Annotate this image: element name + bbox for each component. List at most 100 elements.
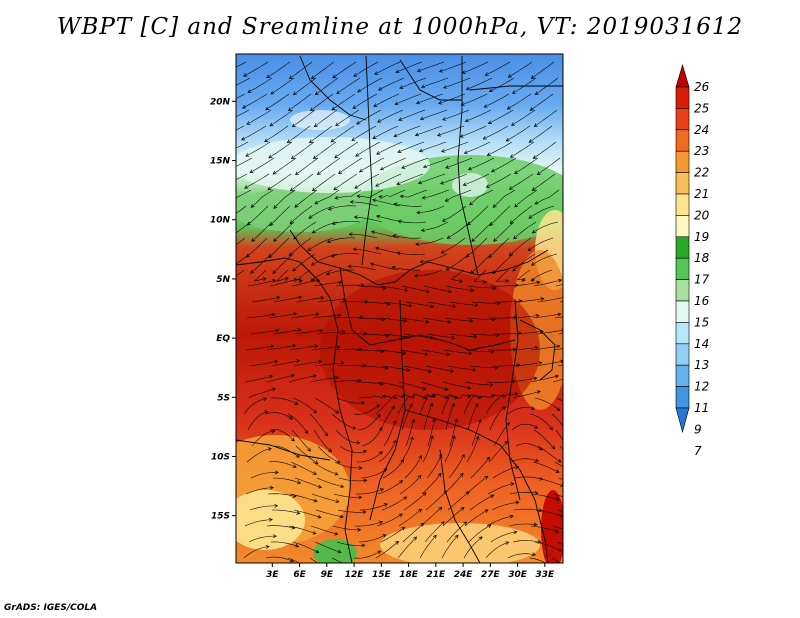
streamline [422, 435, 433, 463]
streamline [528, 205, 555, 219]
streamline [513, 221, 537, 240]
streamline [266, 525, 295, 529]
streamline [377, 349, 406, 354]
streamline-arrow [402, 351, 407, 355]
streamline [467, 403, 479, 431]
streamline-arrow [418, 148, 424, 153]
streamline-arrow [464, 118, 469, 123]
streamline [356, 317, 386, 320]
streamline [531, 493, 560, 501]
streamline-arrow [491, 317, 496, 322]
lat-label: 15N [210, 157, 231, 167]
streamline-arrow [383, 468, 388, 472]
streamline [350, 201, 379, 207]
streamline-arrow [392, 439, 397, 444]
streamline [292, 397, 317, 414]
streamline-arrow [534, 458, 540, 463]
streamline [510, 205, 533, 224]
streamline-arrow [517, 331, 522, 336]
colorbar-swatch [675, 172, 690, 195]
streamline-arrow [415, 242, 420, 247]
streamline [555, 429, 563, 441]
streamline [508, 377, 537, 383]
streamline [420, 109, 448, 120]
streamline-arrow [514, 283, 519, 288]
streamline-arrow [489, 382, 494, 387]
streamline-arrow [514, 203, 519, 208]
streamline [245, 487, 274, 495]
streamline [511, 109, 536, 126]
streamline [335, 284, 365, 287]
streamline-arrow [521, 277, 526, 282]
streamline [469, 494, 494, 511]
streamline [333, 493, 362, 498]
streamline-arrow [570, 449, 573, 452]
streamline-arrow [339, 514, 344, 519]
streamline-arrow [406, 368, 411, 372]
streamline [316, 331, 345, 335]
country-border [439, 449, 481, 563]
streamline [313, 141, 337, 159]
streamline-arrow [377, 119, 382, 123]
streamline-arrow [527, 247, 532, 251]
streamline [441, 237, 466, 254]
streamline [272, 477, 301, 484]
streamline [271, 360, 300, 367]
streamline [265, 556, 294, 562]
streamline-arrow [460, 102, 465, 106]
streamline-arrow [334, 471, 339, 476]
streamline-arrow [296, 511, 301, 515]
streamline [464, 509, 489, 527]
streamline [338, 477, 367, 482]
streamline-arrow [271, 312, 276, 317]
streamline-arrow [577, 411, 580, 414]
streamline-arrow [579, 551, 582, 554]
streamline-arrow [374, 71, 379, 75]
streamline [357, 414, 381, 431]
streamline [423, 157, 451, 168]
streamline-arrow [441, 218, 447, 222]
streamline [331, 93, 356, 111]
streamline-arrow [557, 547, 563, 552]
streamline [310, 269, 333, 281]
streamline-arrow [224, 120, 227, 123]
lat-label: 20N [210, 97, 231, 107]
streamline [422, 189, 450, 199]
lat-label: 10S [211, 452, 230, 462]
streamline [331, 413, 356, 429]
streamline-arrow [514, 392, 519, 396]
streamline [292, 541, 319, 553]
streamline [249, 360, 278, 367]
streamline-arrow [269, 222, 274, 227]
streamline-arrow [425, 319, 430, 324]
country-border [505, 299, 521, 501]
streamline [353, 550, 381, 559]
streamline-arrow [409, 403, 413, 408]
country-border [469, 85, 563, 91]
streamline-arrow [454, 418, 459, 423]
streamline-arrow [506, 105, 511, 110]
streamline-arrow [379, 488, 385, 492]
streamline [294, 477, 322, 488]
colorbar-label: 25 [694, 101, 709, 115]
streamline-arrow [514, 170, 519, 174]
streamline [493, 189, 516, 208]
colorbar-label: 13 [694, 358, 709, 372]
streamline [249, 157, 275, 173]
streamline [449, 418, 458, 447]
streamline [360, 333, 389, 337]
streamline-arrow [318, 359, 323, 364]
streamline-arrow [272, 270, 277, 275]
country-border [519, 319, 556, 381]
streamline [337, 509, 366, 513]
streamline-arrow [265, 545, 270, 549]
streamline-arrow [529, 107, 534, 111]
streamline [290, 205, 313, 224]
streamline [400, 317, 429, 323]
streamline [508, 61, 533, 78]
streamline [399, 349, 428, 355]
streamline-arrow [513, 530, 518, 535]
streamline [316, 477, 344, 488]
streamline [507, 93, 532, 110]
streamline-arrow [536, 171, 541, 176]
